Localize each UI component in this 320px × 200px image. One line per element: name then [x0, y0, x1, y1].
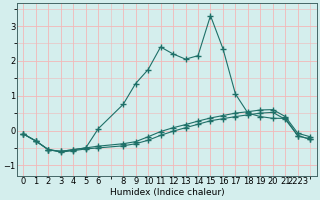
X-axis label: Humidex (Indice chaleur): Humidex (Indice chaleur) [109, 188, 224, 197]
